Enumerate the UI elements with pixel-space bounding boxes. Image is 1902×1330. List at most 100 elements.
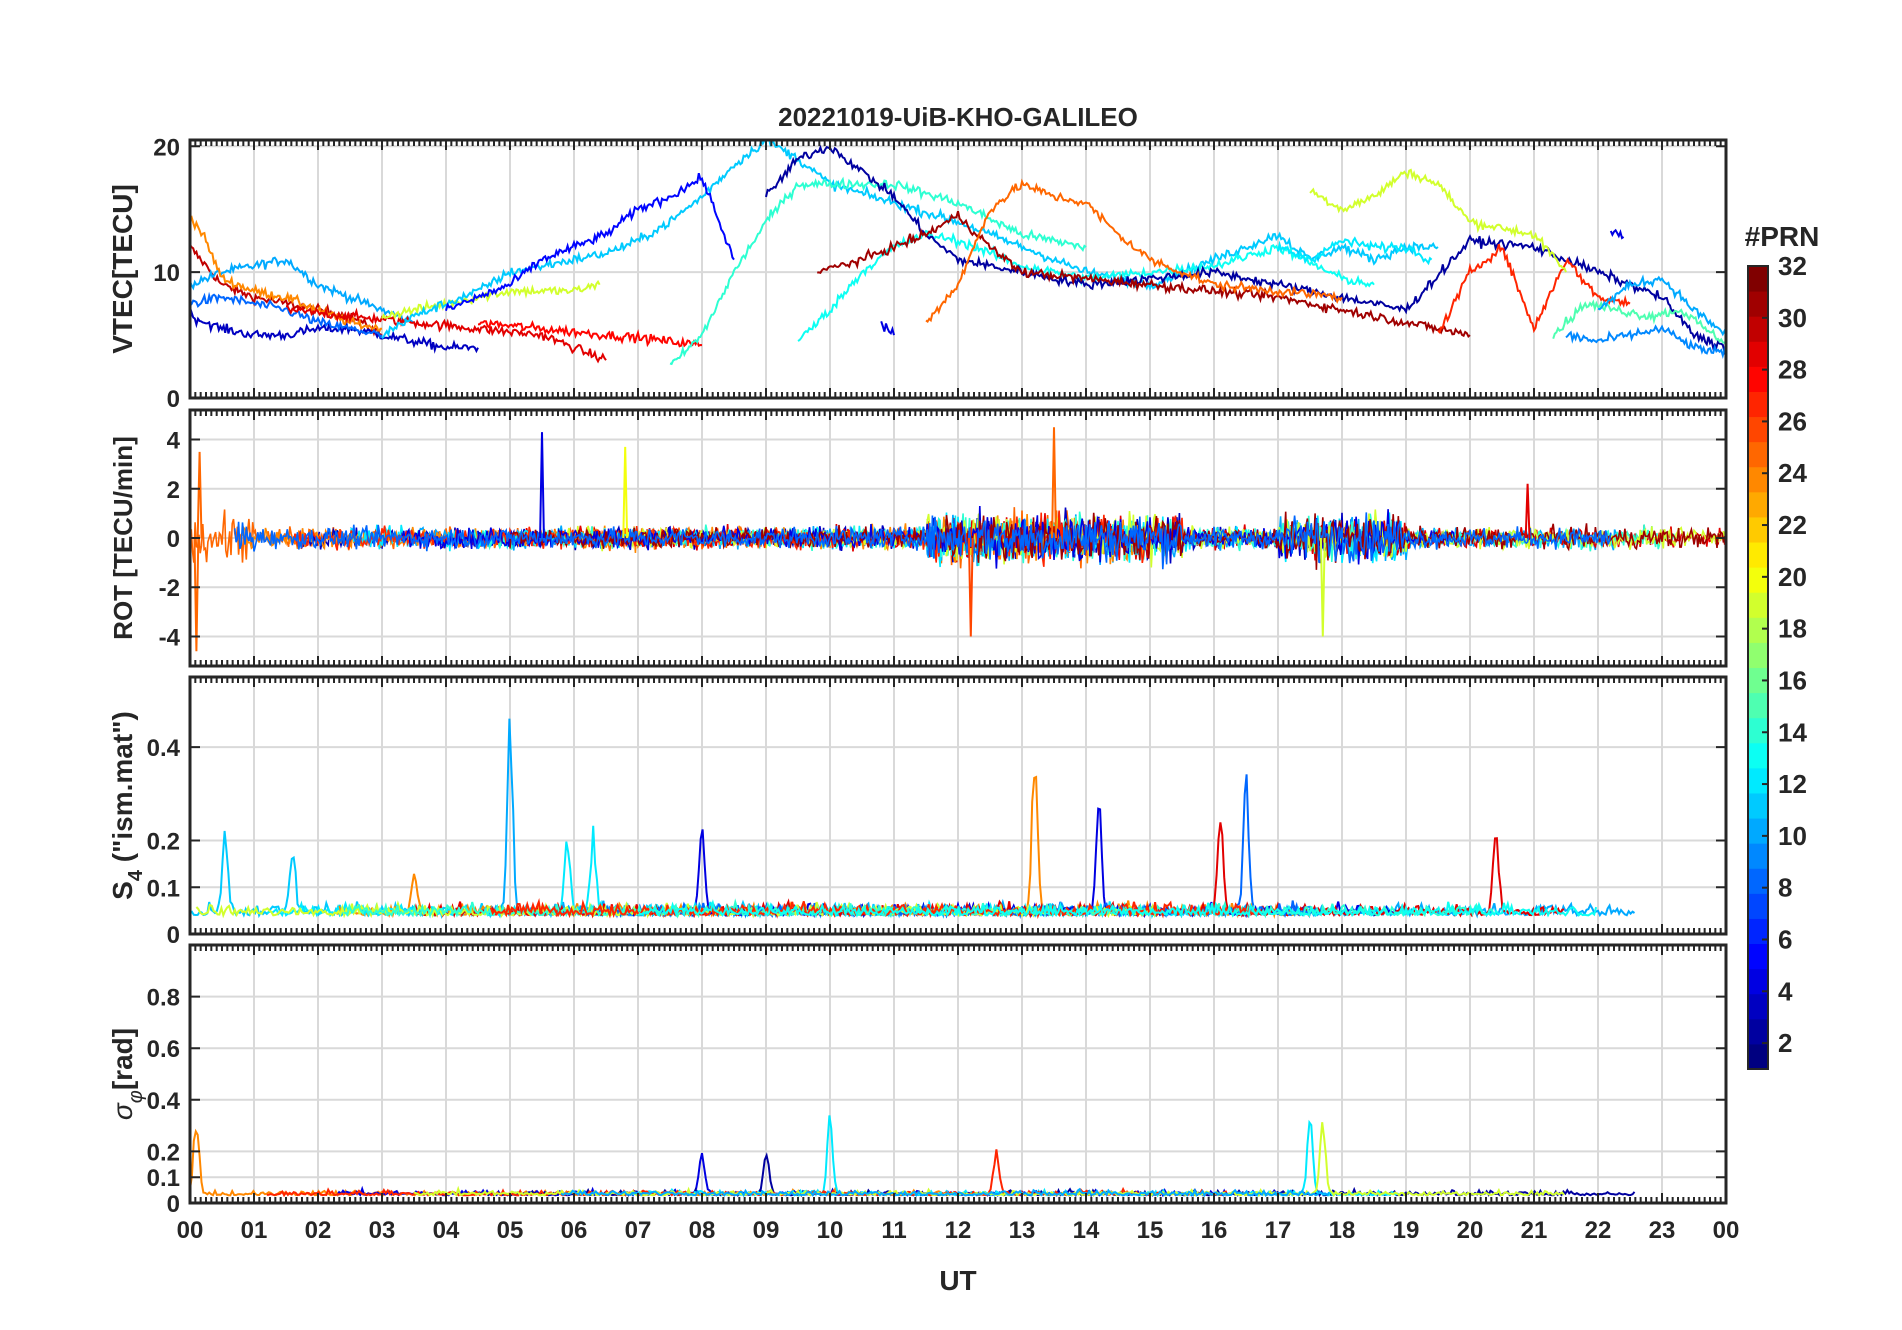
y-tick-label: -4	[159, 624, 181, 651]
x-ticks-sigma	[189, 945, 1727, 1203]
vtec-series-prn-24	[190, 215, 382, 336]
colorbar-band	[1748, 918, 1768, 945]
y-axis-label-sigma: σφ[rad]	[107, 1028, 147, 1120]
scint-series-prn-12	[266, 825, 1228, 920]
x-tick-label: 00	[1713, 1217, 1740, 1244]
y-tick-label: 0.2	[147, 829, 180, 856]
vtec-series-prn-10	[190, 256, 415, 325]
x-tick-label: 23	[1649, 1217, 1676, 1244]
rot-spike	[622, 446, 629, 539]
colorbar-tick-label: 4	[1778, 976, 1793, 1006]
colorbar-band	[1748, 341, 1768, 367]
colorbar-band	[1748, 642, 1768, 668]
y-tick-label: 0	[167, 526, 180, 553]
vtec-series-prn-9	[1565, 324, 1726, 359]
colorbar-band	[1748, 1043, 1768, 1070]
y-axis-label-vtec: VTEC[TECU]	[107, 184, 138, 354]
colorbar-band	[1748, 717, 1768, 744]
colorbar-band	[1748, 416, 1768, 443]
scint-series-prn-19	[413, 1122, 1565, 1198]
x-tick-label: 21	[1521, 1217, 1548, 1244]
x-tick-label: 14	[1073, 1217, 1100, 1244]
colorbar-band	[1748, 516, 1768, 543]
scint-series-prn-24	[336, 775, 1299, 920]
x-tick-label: 18	[1329, 1217, 1356, 1244]
rot-spike	[1051, 427, 1057, 539]
y-axis-label-s4: S4 ("ism.mat")	[107, 711, 147, 900]
x-ticks-s4	[189, 677, 1727, 934]
colorbar-band	[1748, 792, 1768, 819]
colorbar-band	[1748, 542, 1768, 568]
rot-series-group	[190, 427, 1726, 652]
vtec-series-prn-5	[445, 172, 735, 311]
colorbar-band	[1748, 993, 1768, 1020]
colorbar-band	[1748, 491, 1768, 518]
y-tick-label: 0.1	[147, 1165, 180, 1192]
colorbar-tick-label: 18	[1778, 614, 1807, 644]
colorbar-tick-label: 8	[1778, 873, 1792, 903]
vtec-series-group	[190, 140, 1726, 366]
scint-series-prn-10	[560, 1187, 1331, 1198]
colorbar-band	[1748, 441, 1768, 468]
y-tick-label: 10	[153, 260, 180, 287]
colorbar-band	[1748, 366, 1768, 392]
rot-spike	[1524, 483, 1531, 539]
colorbar-band	[1748, 617, 1768, 643]
colorbar-band	[1748, 567, 1768, 593]
scint-series-prn-27	[489, 898, 1260, 920]
colorbar-band	[1748, 742, 1768, 769]
x-tick-label: 01	[241, 1217, 268, 1244]
y-axis-label-rot: ROT [TECU/min]	[108, 436, 138, 640]
x-tick-label: 19	[1393, 1217, 1420, 1244]
colorbar-band	[1748, 391, 1768, 418]
vtec-series-prn-28	[477, 318, 703, 348]
colorbar-band	[1748, 868, 1768, 894]
scint-series-prn-12	[631, 1115, 1401, 1198]
x-tick-label: 17	[1265, 1217, 1292, 1244]
colorbar-band	[1748, 291, 1768, 317]
colorbar-band	[1748, 767, 1768, 794]
colorbar-label: #PRN	[1745, 221, 1820, 252]
x-tick-label: 12	[945, 1217, 972, 1244]
vtec-series-prn-31	[817, 210, 1471, 338]
y-tick-label: 0	[167, 1191, 180, 1218]
rot-spike	[193, 537, 200, 652]
colorbar-tick-label: 10	[1778, 821, 1807, 851]
rot-series-prn-8	[234, 512, 1612, 570]
y-tick-label: 20	[153, 134, 180, 161]
y-tick-label: 0	[167, 922, 180, 949]
x-tick-label: 16	[1201, 1217, 1228, 1244]
x-tick-label: 07	[625, 1217, 652, 1244]
x-tick-label: 04	[433, 1217, 460, 1244]
vtec-series-prn-10	[1597, 274, 1726, 337]
y-tick-label: 0.4	[147, 735, 181, 762]
vtec-series-prn-29	[285, 304, 607, 364]
vtec-series-prn-25	[925, 178, 1343, 324]
colorbar-frame	[1747, 265, 1769, 1070]
colorbar-band	[1748, 943, 1768, 970]
x-tick-label: 03	[369, 1217, 396, 1244]
y-tick-label: 4	[167, 428, 181, 455]
colorbar-tick-label: 16	[1778, 665, 1807, 695]
vtec-series-prn-8	[190, 291, 383, 339]
y-tick-label: -2	[159, 575, 180, 602]
y-tick-label: 0.4	[147, 1088, 181, 1115]
colorbar-band	[1748, 692, 1768, 719]
colorbar-band	[1748, 893, 1768, 919]
x-tick-label: 13	[1009, 1217, 1036, 1244]
x-ticks-rot	[189, 410, 1727, 666]
y-tick-label: 0.2	[147, 1139, 180, 1166]
vtec-series-prn-15	[1552, 299, 1726, 344]
rot-spike	[539, 432, 545, 539]
x-axis-label: UT	[939, 1265, 976, 1296]
x-tick-label: 22	[1585, 1217, 1612, 1244]
scint-series-prn-27	[266, 1149, 1228, 1198]
colorbar-band	[1748, 266, 1768, 292]
vtec-series-prn-3	[190, 308, 479, 354]
colorbar-tick-label: 30	[1778, 303, 1807, 333]
x-ticks-vtec	[189, 140, 1727, 398]
x-tick-label: 20	[1457, 1217, 1484, 1244]
rot-spike	[196, 451, 203, 539]
